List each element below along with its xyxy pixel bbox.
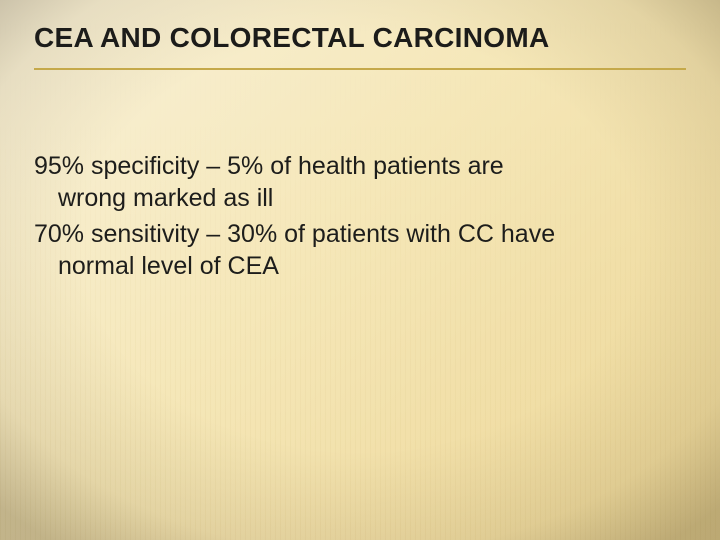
title-underline bbox=[34, 68, 686, 70]
slide-body: 95% specificity – 5% of health patients … bbox=[34, 150, 686, 282]
paragraph-sensitivity: 70% sensitivity – 30% of patients with C… bbox=[34, 218, 686, 282]
slide: CEA AND COLORECTAL CARCINOMA 95% specifi… bbox=[0, 0, 720, 540]
body-text: 70% sensitivity – 30% of patients with C… bbox=[34, 220, 555, 248]
body-text: normal level of CEA bbox=[34, 250, 686, 282]
body-text: 95% specificity – 5% of health patients … bbox=[34, 152, 504, 180]
body-text: wrong marked as ill bbox=[34, 182, 686, 214]
slide-title: CEA AND COLORECTAL CARCINOMA bbox=[34, 22, 686, 54]
paragraph-specificity: 95% specificity – 5% of health patients … bbox=[34, 150, 686, 214]
slide-content: CEA AND COLORECTAL CARCINOMA 95% specifi… bbox=[0, 0, 720, 282]
